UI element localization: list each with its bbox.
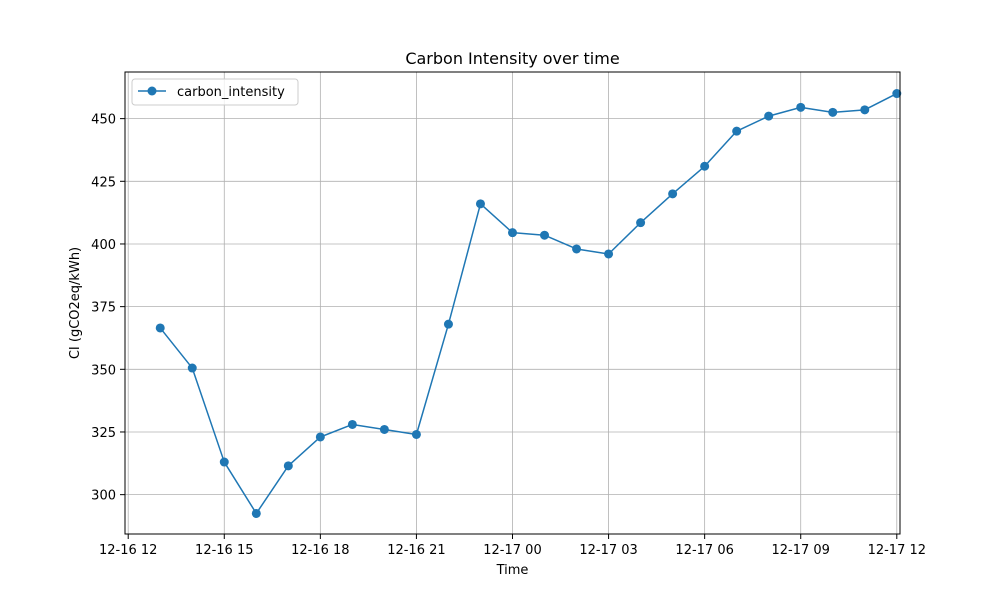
legend-box xyxy=(131,78,299,106)
x-tick-label: 12-16 15 xyxy=(195,543,253,558)
y-tick-label: 350 xyxy=(91,363,116,378)
x-tick-label: 12-17 03 xyxy=(579,543,637,558)
data-point xyxy=(475,199,485,209)
data-point xyxy=(860,105,870,115)
series-line xyxy=(159,92,898,515)
y-tick-label: 425 xyxy=(91,175,116,190)
data-point xyxy=(764,111,774,121)
y-axis-ticks: 300 325 350 375 400 425 450 xyxy=(91,113,125,504)
x-tick-label: 12-17 06 xyxy=(675,543,733,558)
data-point xyxy=(155,323,165,333)
x-tick-label: 12-16 18 xyxy=(291,543,349,558)
data-point xyxy=(636,218,646,228)
data-point xyxy=(796,102,806,112)
legend: carbon_intensity xyxy=(131,78,299,106)
data-point xyxy=(572,244,582,254)
y-tick-label: 300 xyxy=(91,489,116,504)
series-layer xyxy=(155,89,902,518)
data-point xyxy=(668,189,678,199)
x-tick-label: 12-16 21 xyxy=(387,543,445,558)
y-axis-label: CI (gCO2eq/kWh) xyxy=(68,247,83,359)
y-tick-label: 450 xyxy=(91,113,116,128)
legend-label: carbon_intensity xyxy=(177,85,285,100)
x-tick-label: 12-17 12 xyxy=(868,543,926,558)
data-point xyxy=(828,107,838,117)
data-point xyxy=(443,319,453,329)
data-point xyxy=(732,126,742,136)
y-tick-label: 400 xyxy=(91,238,116,253)
data-point xyxy=(219,457,229,467)
x-tick-label: 12-17 00 xyxy=(483,543,541,558)
chart-title: Carbon Intensity over time xyxy=(405,49,619,68)
y-tick-label: 375 xyxy=(91,301,116,316)
data-point xyxy=(604,249,614,259)
x-axis-label: Time xyxy=(496,563,529,578)
data-point xyxy=(283,461,293,471)
data-point xyxy=(508,228,517,238)
legend-point-marker xyxy=(147,86,157,96)
grid-lines xyxy=(125,72,900,534)
x-tick-label: 12-17 09 xyxy=(771,543,829,558)
y-tick-label: 325 xyxy=(91,426,116,441)
data-point xyxy=(187,363,197,373)
data-point xyxy=(892,89,902,99)
data-point xyxy=(379,424,389,434)
data-point xyxy=(251,508,261,518)
data-point xyxy=(540,230,550,240)
data-point xyxy=(700,161,710,171)
x-tick-label: 12-16 12 xyxy=(99,543,157,558)
data-point xyxy=(315,432,325,442)
data-point xyxy=(347,419,357,429)
data-point xyxy=(411,429,421,439)
x-axis-ticks: 12-16 12 12-16 15 12-16 18 12-16 21 12-17 00… xyxy=(99,534,926,558)
